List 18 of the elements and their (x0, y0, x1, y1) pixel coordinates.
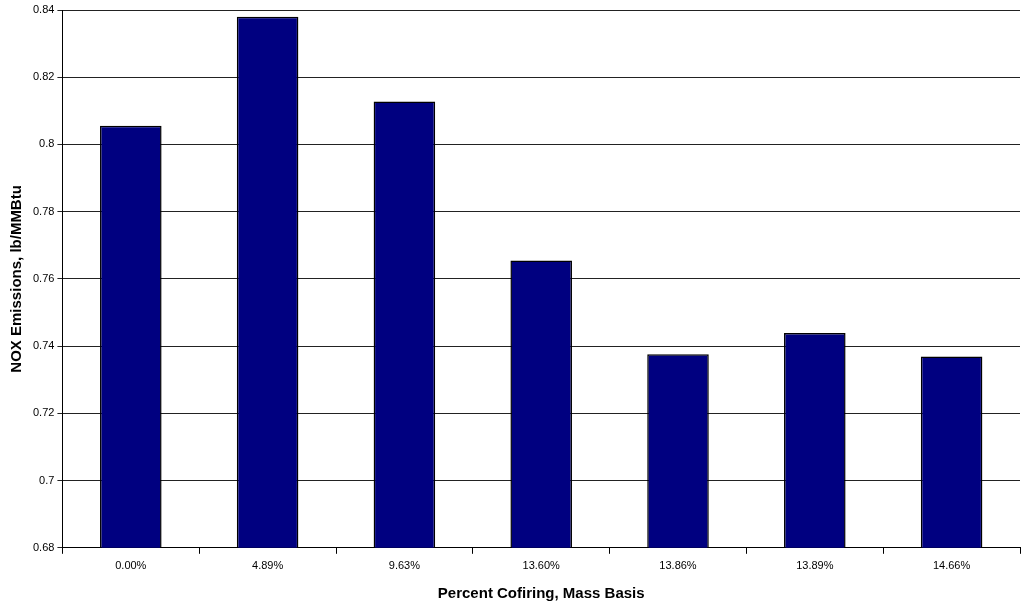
x-tick-label: 13.86% (659, 559, 697, 572)
y-axis-title: NOX Emissions, lb/MMBtu (7, 185, 25, 373)
y-tick-label: 0.72 (32, 406, 55, 419)
y-tick-label: 0.8 (39, 137, 55, 150)
x-tick-label: 0.00% (115, 559, 147, 572)
x-tick-label: 4.89% (252, 559, 284, 572)
x-tick-label: 13.89% (796, 559, 834, 572)
x-tick-label: 14.66% (932, 559, 971, 572)
x-tick-label: 9.63% (388, 559, 421, 572)
x-axis-title: Percent Cofiring, Mass Basis (437, 584, 645, 602)
y-tick-label: 0.7 (39, 473, 55, 486)
y-tick-label: 0.74 (32, 339, 55, 352)
y-tick-label: 0.76 (32, 271, 55, 284)
y-tick-label: 0.84 (32, 3, 55, 16)
y-tick-label: 0.78 (32, 204, 55, 217)
x-tick-label: 13.60% (522, 559, 561, 572)
y-tick-label: 0.68 (32, 540, 55, 553)
y-tick-label: 0.82 (32, 70, 55, 83)
